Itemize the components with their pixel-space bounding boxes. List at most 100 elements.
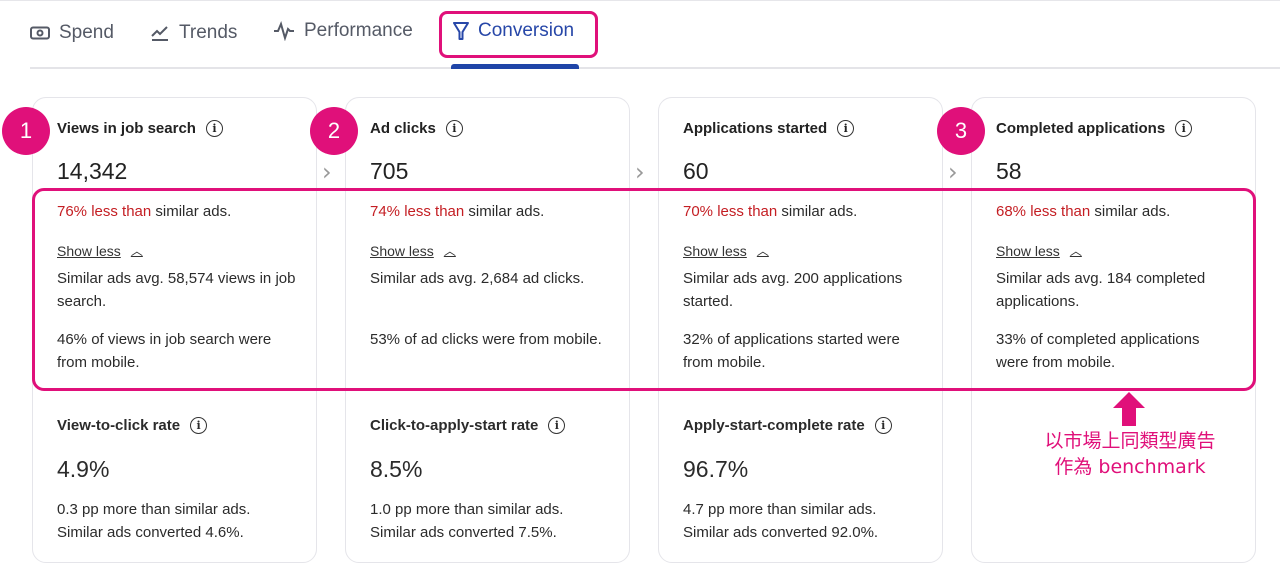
- tab-label: Performance: [304, 20, 413, 41]
- rate-description: 4.7 pp more than similar ads. Similar ads…: [683, 498, 878, 544]
- funnel-card: Completed applications i 58 68% less than…: [971, 97, 1256, 563]
- funnel-card: Applications started i 60 70% less than s…: [658, 97, 943, 563]
- chevron-right-icon: ›: [948, 158, 958, 186]
- tab-spend[interactable]: Spend: [30, 22, 114, 44]
- funnel-card: Ad clicks i 705 74% less than similar ads…: [345, 97, 630, 563]
- rate-title-text: Apply-start-complete rate: [683, 417, 865, 434]
- metric-title: Completed applications i: [996, 120, 1193, 137]
- tab-label: Trends: [179, 22, 238, 43]
- info-icon[interactable]: i: [837, 120, 855, 137]
- info-icon[interactable]: i: [548, 417, 566, 434]
- metric-title-text: Ad clicks: [370, 120, 436, 137]
- annotation-line-2: 作為 benchmark: [1054, 456, 1206, 478]
- comparison-text: 68% less than similar ads.: [996, 203, 1170, 220]
- mobile-share: 33% of completed applications were from …: [996, 331, 1200, 371]
- show-less-link[interactable]: Show less ︿: [996, 242, 1082, 259]
- show-less-label: Show less: [57, 242, 121, 259]
- metric-title: Views in job search i: [57, 120, 223, 137]
- metric-title-text: Completed applications: [996, 120, 1166, 137]
- benchmark-annotation: 以市場上同類型廣告 作為 benchmark: [1020, 428, 1240, 480]
- rate-value: 4.9%: [57, 456, 110, 482]
- active-tab-indicator: [451, 64, 579, 69]
- rate-description: 1.0 pp more than similar ads. Similar ads…: [370, 498, 563, 544]
- trend-line-icon: [151, 26, 168, 41]
- metric-value: 705: [370, 158, 409, 184]
- step-badge-1: 1: [2, 107, 50, 155]
- metric-value: 58: [996, 158, 1022, 184]
- chevron-up-icon: ︿: [130, 244, 143, 258]
- comparison-delta: 76% less than: [57, 203, 152, 220]
- comparison-text: 70% less than similar ads.: [683, 203, 857, 220]
- comparison-suffix: similar ads.: [151, 203, 232, 220]
- metric-title-text: Views in job search: [57, 120, 196, 137]
- rate-description: 0.3 pp more than similar ads. Similar ads…: [57, 498, 250, 544]
- rate-title-text: Click-to-apply-start rate: [370, 417, 539, 434]
- tab-bar: Spend Trends Performance Conversion: [30, 10, 1280, 70]
- money-icon: [30, 26, 50, 40]
- show-less-label: Show less: [996, 242, 1060, 259]
- tab-label: Spend: [59, 22, 114, 43]
- rate-title-text: View-to-click rate: [57, 417, 181, 434]
- similar-ads-average: Similar ads avg. 200 applications starte…: [683, 270, 903, 310]
- similar-ads-average: Similar ads avg. 2,684 ad clicks.: [370, 270, 585, 287]
- metric-value: 60: [683, 158, 709, 184]
- rate-desc-line-1: 4.7 pp more than similar ads.: [683, 501, 877, 518]
- annotation-line-1: 以市場上同類型廣告: [1044, 430, 1216, 452]
- info-icon[interactable]: i: [874, 417, 892, 434]
- tab-bar-divider: [30, 67, 1280, 69]
- mobile-share: 32% of applications started were from mo…: [683, 331, 900, 371]
- comparison-delta: 74% less than: [370, 203, 465, 220]
- rate-title: Click-to-apply-start rate i: [370, 417, 566, 434]
- step-badge-2: 2: [310, 107, 358, 155]
- highlight-conversion-tab: [439, 11, 598, 58]
- rate-title: View-to-click rate i: [57, 417, 208, 434]
- tab-conversion[interactable]: Conversion: [453, 20, 574, 42]
- show-less-label: Show less: [370, 242, 434, 259]
- rate-desc-line-2: Similar ads converted 7.5%.: [370, 524, 557, 541]
- chevron-right-icon: ›: [322, 158, 332, 186]
- show-less-label: Show less: [683, 242, 747, 259]
- mobile-share: 46% of views in job search were from mob…: [57, 331, 272, 371]
- benchmark-highlight-box: [32, 188, 1256, 391]
- rate-desc-line-2: Similar ads converted 4.6%.: [57, 524, 244, 541]
- show-less-link[interactable]: Show less ︿: [683, 242, 769, 259]
- show-less-link[interactable]: Show less ︿: [370, 242, 456, 259]
- comparison-suffix: similar ads.: [1090, 203, 1171, 220]
- chevron-up-icon: ︿: [1069, 244, 1082, 258]
- top-divider: [0, 0, 1280, 1]
- chevron-right-icon: ›: [635, 158, 645, 186]
- funnel-icon: [453, 22, 469, 40]
- comparison-delta: 68% less than: [996, 203, 1091, 220]
- info-icon[interactable]: i: [190, 417, 208, 434]
- rate-value: 8.5%: [370, 456, 423, 482]
- metric-value: 14,342: [57, 158, 128, 184]
- metric-title-text: Applications started: [683, 120, 828, 137]
- up-arrow-icon: [1113, 392, 1145, 426]
- similar-ads-average: Similar ads avg. 184 completed applicati…: [996, 270, 1206, 310]
- funnel-card: Views in job search i 14,342 76% less tha…: [32, 97, 317, 563]
- metric-title: Applications started i: [683, 120, 855, 137]
- info-icon[interactable]: i: [1175, 120, 1193, 137]
- comparison-suffix: similar ads.: [777, 203, 858, 220]
- rate-value: 96.7%: [683, 456, 749, 482]
- info-icon[interactable]: i: [445, 120, 463, 137]
- tab-performance[interactable]: Performance: [273, 20, 413, 42]
- step-badge-3: 3: [937, 107, 985, 155]
- metric-title: Ad clicks i: [370, 120, 463, 137]
- pulse-icon: [274, 21, 294, 41]
- comparison-delta: 70% less than: [683, 203, 778, 220]
- chevron-up-icon: ︿: [756, 244, 769, 258]
- tab-label: Conversion: [478, 20, 575, 41]
- rate-desc-line-1: 0.3 pp more than similar ads.: [57, 501, 251, 518]
- rate-desc-line-2: Similar ads converted 92.0%.: [683, 524, 879, 541]
- rate-title: Apply-start-complete rate i: [683, 417, 892, 434]
- mobile-share: 53% of ad clicks were from mobile.: [370, 331, 602, 348]
- info-icon[interactable]: i: [205, 120, 223, 137]
- comparison-text: 74% less than similar ads.: [370, 203, 544, 220]
- comparison-suffix: similar ads.: [464, 203, 545, 220]
- tab-trends[interactable]: Trends: [150, 22, 237, 44]
- rate-desc-line-1: 1.0 pp more than similar ads.: [370, 501, 564, 518]
- chevron-up-icon: ︿: [443, 244, 456, 258]
- comparison-text: 76% less than similar ads.: [57, 203, 231, 220]
- show-less-link[interactable]: Show less ︿: [57, 242, 143, 259]
